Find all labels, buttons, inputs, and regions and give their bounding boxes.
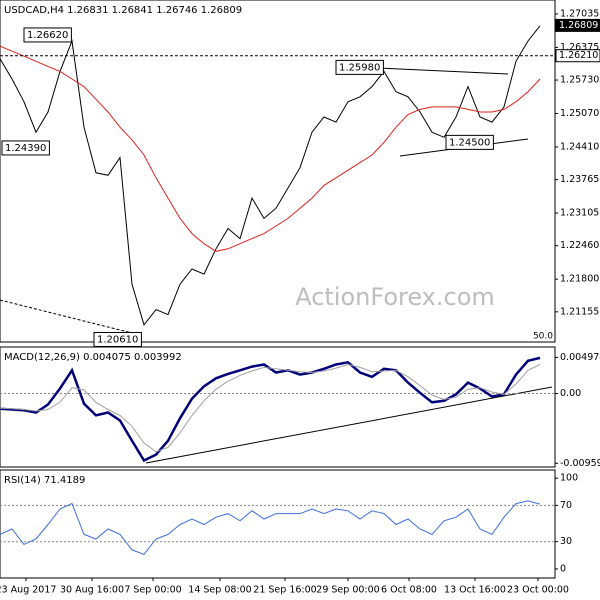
price-marker-box	[555, 49, 600, 63]
trend-line	[145, 386, 553, 464]
y-tick-label: 0.00	[560, 388, 581, 399]
price-marker-label: 1.26809	[559, 20, 598, 31]
series-line	[0, 45, 541, 252]
price-title: USDCAD,H4 1.26831 1.26841 1.26746 1.2680…	[4, 5, 242, 16]
x-tick-label: 23 Oct 00:00	[507, 585, 569, 596]
series-line	[0, 363, 541, 453]
trend-line	[377, 67, 509, 75]
rsi-panel	[0, 469, 556, 579]
x-tick-label: 30 Aug 16:00	[60, 585, 124, 596]
y-tick-label: 1.27035	[560, 8, 599, 19]
series-line	[0, 500, 541, 555]
y-tick-label: 1.24410	[560, 141, 599, 152]
rsi-title: RSI(14) 71.4189	[4, 475, 85, 486]
x-tick-label: 14 Sep 08:00	[188, 585, 251, 596]
x-tick-label: 7 Sep 00:00	[124, 585, 181, 596]
x-tick-label: 21 Sep 16:00	[253, 585, 316, 596]
watermark: ActionForex.com	[295, 283, 495, 311]
annotation-box	[93, 331, 142, 347]
annotation-box	[335, 59, 384, 75]
corner-label: 50.0	[533, 332, 553, 342]
price-marker-label: 1.26210	[559, 50, 598, 61]
annotation-label: 1.20610	[97, 334, 138, 345]
x-tick-label: 6 Oct 08:00	[381, 585, 437, 596]
series-line	[0, 356, 541, 463]
y-tick-label: 100	[560, 473, 578, 484]
series-line	[0, 25, 541, 326]
annotation-box	[445, 134, 494, 150]
price-marker-box	[555, 18, 600, 32]
annotation-label: 1.25980	[339, 62, 380, 73]
x-tick-label: 23 Aug 2017	[0, 585, 56, 596]
y-tick-label: 30	[560, 536, 572, 547]
annotation-box	[23, 27, 72, 43]
y-tick-label: 0.004974	[560, 352, 600, 363]
y-tick-label: 1.21155	[560, 306, 599, 317]
x-tick-label: 13 Oct 16:00	[444, 585, 506, 596]
y-tick-label: 1.25730	[560, 75, 599, 86]
price-panel	[0, 0, 556, 343]
annotation-label: 1.26620	[27, 30, 68, 41]
annotation-label: 1.24390	[5, 143, 46, 154]
y-tick-label: 1.25070	[560, 108, 599, 119]
y-tick-label: 0	[560, 563, 566, 574]
y-tick-label: 70	[560, 500, 572, 511]
trend-line	[0, 299, 141, 336]
x-tick-label: 29 Sep 00:00	[316, 585, 379, 596]
y-tick-label: 1.26375	[560, 42, 599, 53]
y-tick-label: 1.21800	[560, 274, 599, 285]
annotation-box	[1, 140, 50, 156]
y-tick-label: 1.22460	[560, 240, 599, 251]
y-tick-label: 1.23765	[560, 174, 599, 185]
y-tick-label: 1.23105	[560, 208, 599, 219]
macd-panel	[0, 346, 556, 468]
macd-title: MACD(12,26,9) 0.004075 0.003992	[4, 352, 182, 363]
annotation-label: 1.24500	[449, 137, 490, 148]
